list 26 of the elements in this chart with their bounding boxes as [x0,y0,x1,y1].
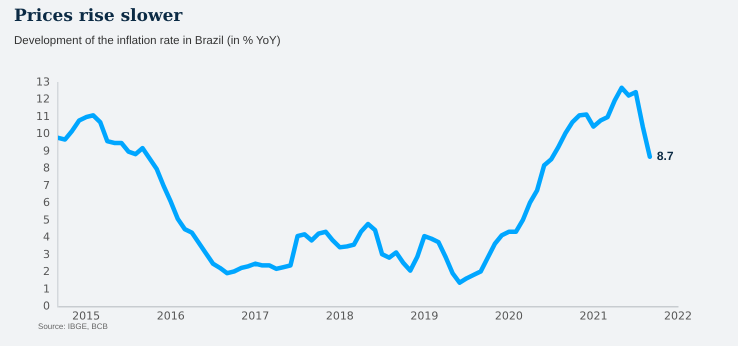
y-tick-label: 2 [42,265,50,278]
y-tick-label: 10 [36,127,50,140]
source-note: Source: IBGE, BCB [38,322,108,331]
y-tick-label: 8 [42,162,50,175]
data-label: 8.7 [656,149,674,164]
x-tick-label: 2015 [72,309,100,322]
y-tick-label: 11 [36,110,50,123]
x-tick-label: 2021 [579,309,608,322]
y-tick-label: 1 [42,282,50,296]
x-tick-label: 2017 [241,309,270,322]
y-tick-label: 12 [36,92,50,106]
y-tick-label: 7 [42,178,50,192]
y-tick-label: 6 [42,196,50,210]
y-tick-label: 3 [42,248,50,261]
x-tick-label: 2020 [494,309,523,322]
x-tick-label: 2022 [664,309,692,322]
x-tick-label: 2016 [156,309,185,322]
y-tick-label: 13 [36,75,50,88]
y-tick-label: 0 [42,300,50,313]
chart-subtitle: Development of the inflation rate in Brazil (in % YoY) [14,35,281,47]
y-tick-label: 9 [42,144,50,158]
chart-title: Prices rise slower [14,6,182,26]
y-tick-label: 4 [42,230,50,244]
x-tick-label: 2018 [326,309,354,322]
y-tick-label: 5 [42,213,50,226]
x-tick-label: 2019 [410,309,438,322]
